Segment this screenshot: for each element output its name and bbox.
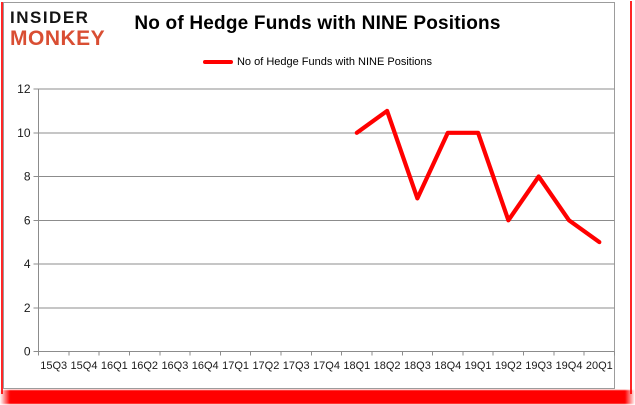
insider-monkey-logo: INSIDER MONKEY — [10, 9, 105, 49]
logo-monkey-text: MONKEY — [10, 27, 106, 50]
red-frame-left — [1, 2, 3, 394]
chart-title: No of Hedge Funds with NINE Positions — [134, 13, 501, 34]
chart-legend: No of Hedge Funds with NINE Positions — [0, 56, 635, 68]
red-frame-right — [630, 1, 632, 394]
red-frame-bottom — [0, 390, 635, 404]
legend-line-swatch — [202, 60, 233, 64]
logo-insider-text: INSIDER — [10, 8, 90, 27]
legend-label: No of Hedge Funds with NINE Positions — [236, 56, 433, 68]
